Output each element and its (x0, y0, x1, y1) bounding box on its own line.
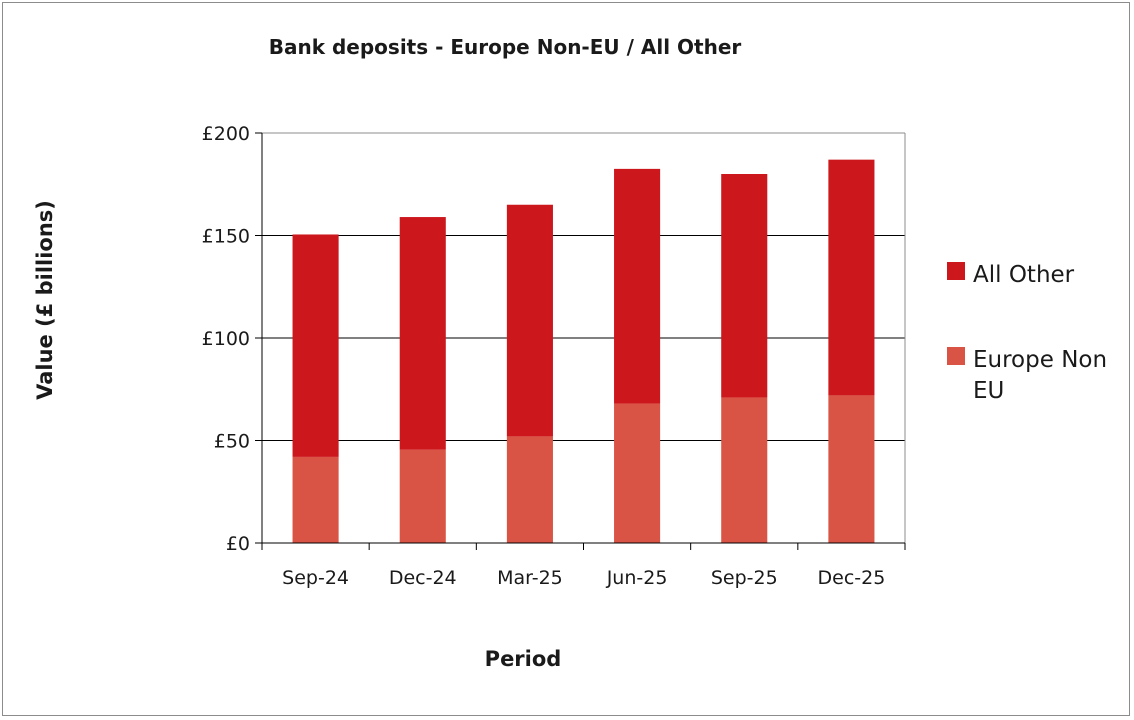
legend-swatch (947, 262, 965, 280)
bar-segment (828, 159, 875, 396)
x-tick-label: Dec-25 (818, 567, 886, 589)
legend-swatch (947, 347, 965, 365)
bar-segment (614, 403, 661, 543)
bar-segment (506, 436, 553, 543)
y-tick-label: £150 (202, 226, 250, 248)
legend-label: All Other (973, 262, 1075, 288)
x-tick-label: Sep-24 (282, 567, 349, 589)
x-tick-label: Sep-25 (711, 567, 778, 589)
x-tick-label: Jun-25 (606, 567, 668, 589)
bar-segment (399, 449, 446, 543)
bars (292, 159, 875, 543)
y-axis-title: Value (£ billions) (33, 200, 57, 400)
x-axis-title: Period (485, 647, 562, 671)
legend-label: EU (973, 378, 1004, 404)
y-tick-label: £100 (202, 328, 250, 350)
y-tick-label: £0 (226, 533, 250, 555)
bar-segment (399, 217, 446, 450)
bar-segment (721, 397, 768, 543)
bar-segment (292, 234, 339, 457)
bar-segment (614, 168, 661, 404)
y-tick-label: £50 (214, 431, 250, 453)
legend-label: Europe Non (973, 347, 1107, 373)
x-tick-label: Dec-24 (389, 567, 457, 589)
bar-segment (506, 204, 553, 437)
bar-segment (721, 174, 768, 398)
x-tick-label: Mar-25 (497, 567, 563, 589)
gridlines (262, 132, 905, 441)
bar-segment (292, 456, 339, 543)
y-tick-label: £200 (202, 123, 250, 145)
bar-segment (828, 395, 875, 543)
chart-title: Bank deposits - Europe Non-EU / All Othe… (269, 35, 742, 59)
legend: All Other Europe Non EU (947, 262, 1107, 404)
axes: £0 £50 £100 £150 £200 Sep-24 Dec-24 Mar-25 Jun-2… (202, 123, 906, 589)
